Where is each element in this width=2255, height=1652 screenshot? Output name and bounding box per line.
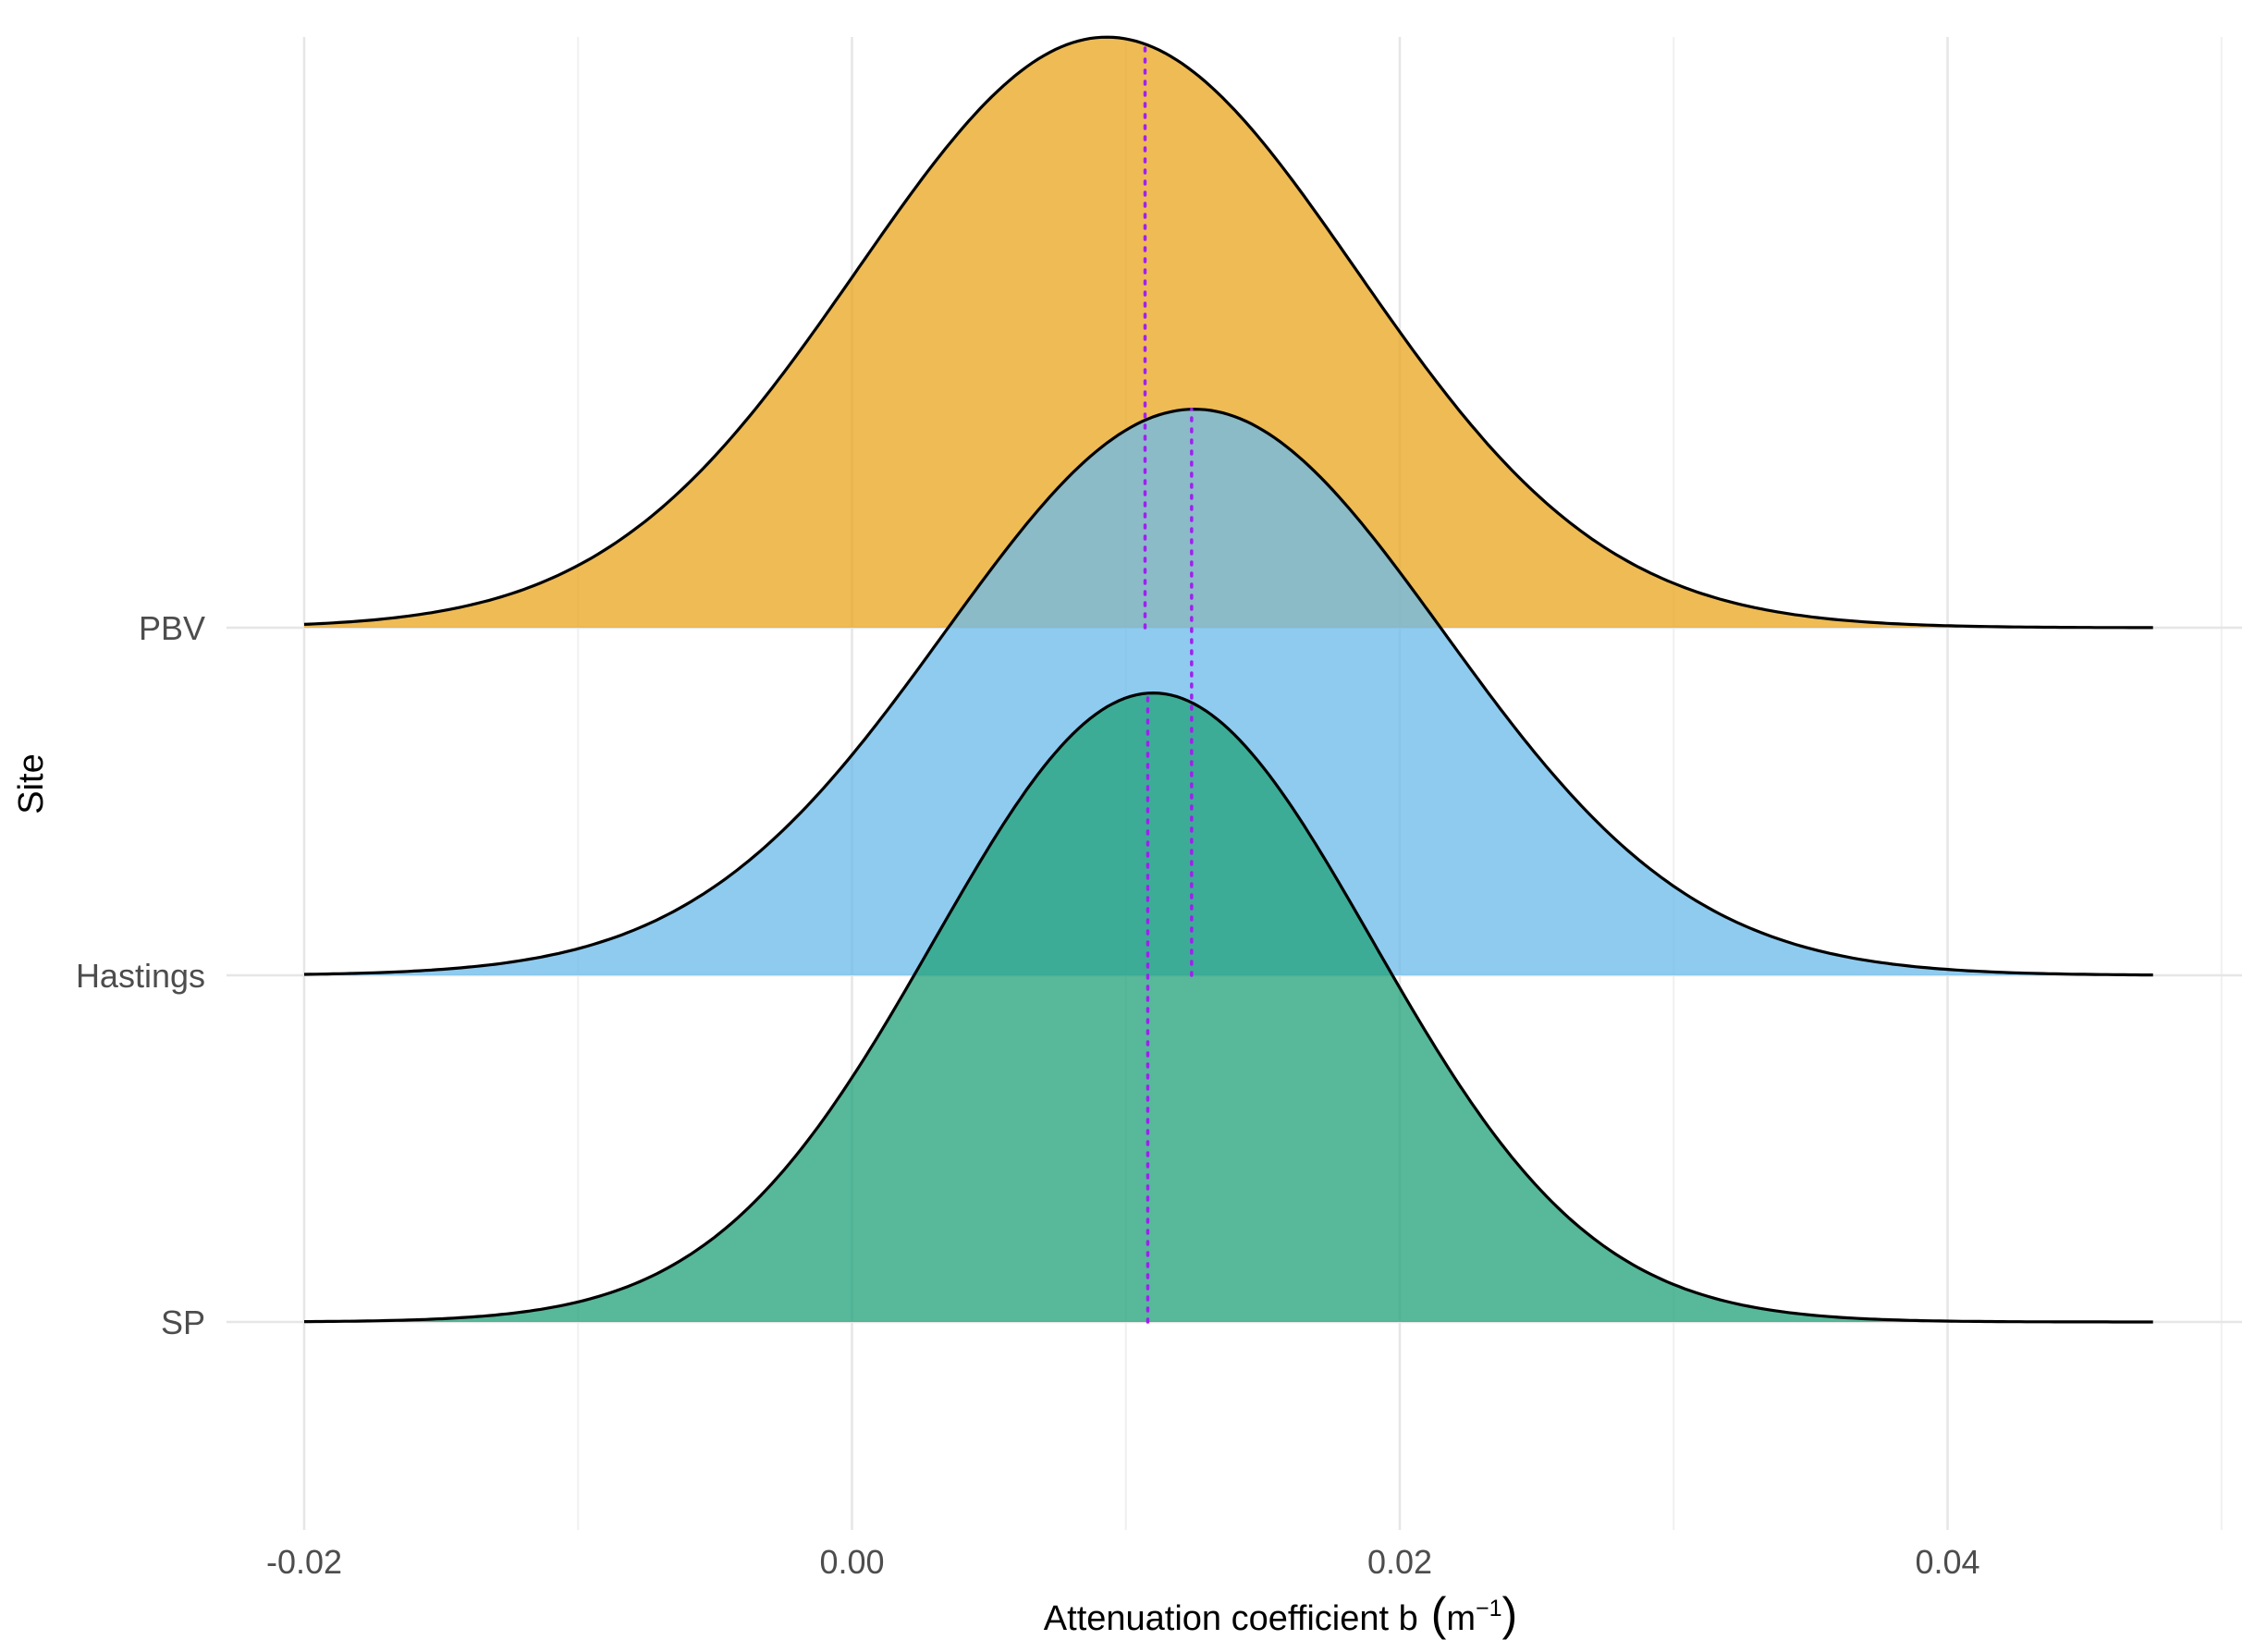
ridge-fill bbox=[304, 409, 2153, 976]
x-tick-label: 0.00 bbox=[819, 1543, 884, 1581]
ridge-fill bbox=[304, 37, 2153, 628]
ridge-outline bbox=[303, 35, 2153, 630]
x-tick-label: 0.04 bbox=[1915, 1543, 1979, 1581]
x-tick-label: -0.02 bbox=[266, 1543, 342, 1581]
ridge-layer bbox=[303, 35, 2153, 1324]
x-tick-label-layer: -0.02 0.00 0.02 0.04 bbox=[266, 1543, 1980, 1581]
site-label: PBV bbox=[139, 609, 205, 647]
y-axis-title: Site bbox=[12, 753, 51, 814]
ridge-outline bbox=[303, 407, 2153, 977]
median-line-layer bbox=[1143, 42, 1194, 1324]
x-tick-label: 0.02 bbox=[1367, 1543, 1432, 1581]
site-label-layer: PBV Hastings SP bbox=[76, 609, 205, 1341]
site-label: SP bbox=[161, 1303, 205, 1341]
ridge-outline bbox=[304, 691, 2153, 1324]
ridge-fill bbox=[304, 692, 2153, 1322]
site-label: Hastings bbox=[76, 957, 205, 995]
x-axis-title: Attenuation coefficient b (m−1) bbox=[1044, 1588, 1517, 1640]
